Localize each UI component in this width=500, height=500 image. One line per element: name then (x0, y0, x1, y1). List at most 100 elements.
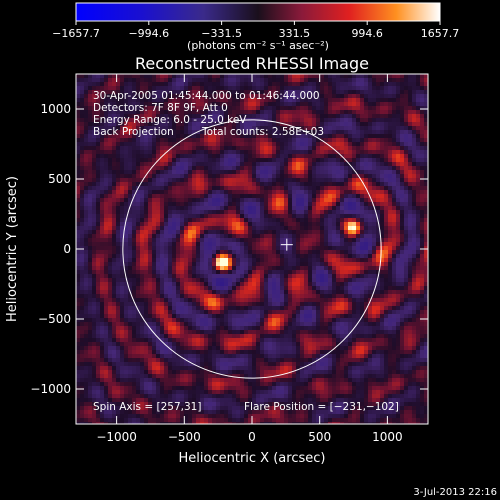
heatmap-cell (152, 142, 156, 146)
heatmap-cell (96, 122, 100, 126)
heatmap-cell (160, 198, 164, 202)
heatmap-cell (80, 186, 84, 190)
heatmap-cell (388, 134, 392, 138)
heatmap-cell (264, 218, 268, 222)
heatmap-cell (228, 154, 232, 158)
heatmap-cell (312, 94, 316, 98)
heatmap-cell (348, 222, 352, 226)
heatmap-cell (312, 194, 316, 198)
heatmap-cell (328, 74, 332, 78)
heatmap-cell (96, 90, 100, 94)
heatmap-cell (380, 126, 384, 130)
heatmap-cell (216, 150, 220, 154)
heatmap-cell (296, 226, 300, 230)
heatmap-cell (196, 238, 200, 242)
heatmap-cell (396, 206, 400, 210)
heatmap-cell (168, 90, 172, 94)
heatmap-cell (132, 94, 136, 98)
heatmap-cell (196, 98, 200, 102)
heatmap-cell (296, 82, 300, 86)
heatmap-cell (120, 182, 124, 186)
heatmap-cell (400, 134, 404, 138)
heatmap-cell (88, 162, 92, 166)
heatmap-cell (400, 158, 404, 162)
heatmap-cell (264, 102, 268, 106)
heatmap-cell (288, 94, 292, 98)
heatmap-cell (368, 94, 372, 98)
heatmap-cell (156, 222, 160, 226)
heatmap-cell (144, 90, 148, 94)
heatmap-cell (192, 142, 196, 146)
heatmap-cell (84, 266, 88, 270)
heatmap-cell (76, 150, 80, 154)
heatmap-cell (80, 154, 84, 158)
heatmap-cell (396, 254, 400, 258)
heatmap-cell (360, 250, 364, 254)
heatmap-cell (424, 86, 428, 90)
heatmap-cell (140, 246, 144, 250)
heatmap-cell (296, 94, 300, 98)
heatmap-cell (192, 186, 196, 190)
heatmap-cell (416, 154, 420, 158)
heatmap-cell (424, 174, 428, 178)
heatmap-cell (388, 270, 392, 274)
heatmap-cell (84, 162, 88, 166)
heatmap-cell (248, 142, 252, 146)
heatmap-cell (368, 242, 372, 246)
heatmap-cell (228, 250, 232, 254)
heatmap-cell (288, 290, 292, 294)
heatmap-cell (120, 150, 124, 154)
heatmap-cell (300, 214, 304, 218)
heatmap-cell (248, 82, 252, 86)
heatmap-cell (308, 102, 312, 106)
heatmap-cell (192, 222, 196, 226)
heatmap-cell (348, 186, 352, 190)
heatmap-cell (320, 262, 324, 266)
heatmap-cell (372, 234, 376, 238)
heatmap-cell (260, 178, 264, 182)
heatmap-cell (388, 190, 392, 194)
heatmap-cell (356, 294, 360, 298)
heatmap-cell (124, 74, 128, 78)
heatmap-cell (332, 146, 336, 150)
heatmap-cell (208, 226, 212, 230)
heatmap-cell (100, 194, 104, 198)
heatmap-cell (412, 274, 416, 278)
heatmap-cell (284, 214, 288, 218)
heatmap-cell (232, 126, 236, 130)
heatmap-cell (96, 206, 100, 210)
heatmap-cell (348, 162, 352, 166)
heatmap-cell (392, 82, 396, 86)
heatmap-cell (204, 258, 208, 262)
heatmap-cell (92, 242, 96, 246)
heatmap-cell (104, 286, 108, 290)
heatmap-cell (264, 234, 268, 238)
heatmap-cell (280, 274, 284, 278)
heatmap-cell (392, 202, 396, 206)
heatmap-cell (356, 278, 360, 282)
heatmap-cell (152, 106, 156, 110)
heatmap-cell (372, 122, 376, 126)
heatmap-cell (100, 110, 104, 114)
heatmap-cell (368, 82, 372, 86)
heatmap-cell (116, 222, 120, 226)
heatmap-cell (348, 230, 352, 234)
heatmap-cell (232, 238, 236, 242)
heatmap-cell (260, 258, 264, 262)
heatmap-cell (276, 278, 280, 282)
heatmap-cell (216, 162, 220, 166)
heatmap-cell (120, 298, 124, 302)
heatmap-cell (116, 242, 120, 246)
heatmap-cell (392, 282, 396, 286)
heatmap-cell (212, 118, 216, 122)
heatmap-cell (108, 190, 112, 194)
heatmap-cell (192, 198, 196, 202)
heatmap-cell (280, 126, 284, 130)
heatmap-cell (408, 74, 412, 78)
heatmap-cell (160, 74, 164, 78)
heatmap-cell (420, 246, 424, 250)
heatmap-cell (256, 290, 260, 294)
heatmap-cell (280, 86, 284, 90)
heatmap-cell (392, 234, 396, 238)
heatmap-cell (404, 166, 408, 170)
